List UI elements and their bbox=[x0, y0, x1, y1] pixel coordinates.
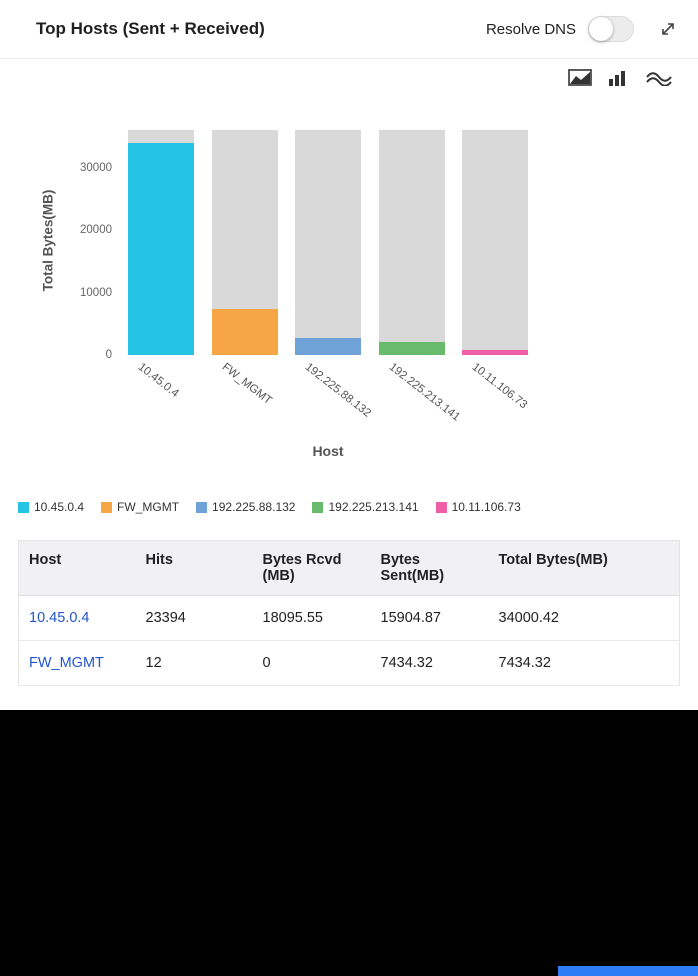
y-tick-label: 0 bbox=[105, 349, 112, 361]
value-cell: 15904.87 bbox=[370, 595, 489, 641]
y-axis-label: Total Bytes(MB) bbox=[40, 189, 56, 292]
bar-track-192.225.213.141 bbox=[378, 130, 445, 355]
card-header: Top Hosts (Sent + Received) Resolve DNS bbox=[0, 0, 698, 59]
value-cell: 0 bbox=[252, 640, 371, 686]
host-cell: FW_MGMT bbox=[18, 640, 136, 686]
legend-item-10.11.106.73[interactable]: 10.11.106.73 bbox=[435, 500, 521, 514]
legend-swatch bbox=[435, 501, 447, 513]
host-link[interactable]: 10.45.0.4 bbox=[29, 610, 90, 626]
bar-192.225.88.132[interactable] bbox=[295, 337, 361, 355]
legend-item-192.225.213.141[interactable]: 192.225.213.141 bbox=[312, 500, 419, 514]
legend-label: 10.11.106.73 bbox=[451, 500, 521, 514]
bar-track-FW_MGMT bbox=[211, 130, 278, 355]
x-axis-title: Host bbox=[312, 443, 344, 459]
table-row: 10.45.0.4 23394 18095.55 15904.87 34000.42 bbox=[18, 595, 680, 641]
bar-track-10.45.0.4 bbox=[128, 130, 194, 355]
legend-label: FW_MGMT bbox=[117, 500, 180, 514]
bar-FW_MGMT[interactable] bbox=[211, 308, 278, 355]
legend-label: 192.225.88.132 bbox=[212, 500, 296, 514]
x-tick-label: FW_MGMT bbox=[219, 361, 274, 408]
legend-item-10.45.0.4[interactable]: 10.45.0.4 bbox=[18, 500, 84, 514]
bar-track-192.225.88.132 bbox=[295, 130, 361, 355]
bar-10.11.106.73[interactable] bbox=[462, 350, 528, 355]
chart-legend: 10.45.0.4 FW_MGMT 192.225.88.132 192.225.21… bbox=[18, 500, 698, 514]
value-cell: 23394 bbox=[135, 595, 253, 641]
y-tick-label: 10000 bbox=[80, 286, 112, 299]
resolve-dns-label: Resolve DNS bbox=[485, 20, 576, 38]
column-header: Bytes Rcvd (MB) bbox=[252, 540, 371, 596]
bar-chart-icon[interactable] bbox=[608, 69, 630, 91]
table-body: 10.45.0.4 23394 18095.55 15904.87 34000.42 FW… bbox=[18, 595, 680, 686]
table-header-row: Host Hits Bytes Rcvd (MB) Bytes Sent(MB) Tot… bbox=[18, 540, 680, 596]
legend-swatch bbox=[196, 501, 208, 513]
value-cell: 18095.55 bbox=[252, 595, 371, 641]
legend-swatch bbox=[18, 501, 29, 513]
chart-type-toolbar bbox=[0, 59, 698, 95]
area-chart-icon[interactable] bbox=[568, 69, 592, 91]
host-cell: 10.45.0.4 bbox=[18, 595, 136, 641]
x-tick-label: 10.11.106.73 bbox=[469, 361, 530, 412]
table-row: FW_MGMT 12 0 7434.32 7434.32 bbox=[18, 640, 680, 686]
host-table: Host Hits Bytes Rcvd (MB) Bytes Sent(MB) Tot… bbox=[18, 540, 680, 686]
legend-item-FW_MGMT[interactable]: FW_MGMT bbox=[101, 500, 179, 514]
column-header: Total Bytes(MB) bbox=[488, 540, 680, 596]
plot-area bbox=[128, 130, 528, 355]
legend-label: 192.225.213.141 bbox=[328, 500, 419, 514]
black-region bbox=[0, 710, 698, 976]
column-header: Bytes Sent(MB) bbox=[370, 540, 489, 596]
y-tick-label: 20000 bbox=[80, 224, 112, 236]
host-link[interactable]: FW_MGMT bbox=[29, 655, 104, 671]
legend-label: 10.45.0.4 bbox=[34, 500, 85, 514]
toggle-knob bbox=[589, 17, 613, 41]
bar-10.45.0.4[interactable] bbox=[128, 142, 194, 355]
column-header: Hits bbox=[135, 540, 253, 596]
page-title: Top Hosts (Sent + Received) bbox=[36, 19, 265, 38]
legend-swatch bbox=[101, 501, 113, 513]
x-tick-label: 10.45.0.4 bbox=[135, 361, 181, 400]
y-tick-label: 30000 bbox=[80, 161, 112, 174]
value-cell: 7434.32 bbox=[370, 640, 489, 686]
column-header: Host bbox=[18, 540, 136, 596]
bar-chart: Total Bytes(MB) 0 10000 20000 30000 10.45.0… bbox=[0, 95, 698, 470]
x-tick-label: 192.225.213.141 bbox=[386, 361, 462, 424]
value-cell: 34000.42 bbox=[488, 595, 680, 641]
expand-icon[interactable] bbox=[660, 21, 676, 37]
bottom-blue-strip bbox=[558, 966, 698, 976]
stream-chart-icon[interactable] bbox=[646, 69, 672, 91]
value-cell: 7434.32 bbox=[488, 640, 680, 686]
y-axis-ticks: 0 10000 20000 30000 bbox=[58, 130, 120, 362]
bar-track-10.11.106.73 bbox=[462, 130, 528, 355]
bar-192.225.213.141[interactable] bbox=[378, 341, 445, 355]
legend-item-192.225.88.132[interactable]: 192.225.88.132 bbox=[196, 500, 295, 514]
x-tick-label: 192.225.88.132 bbox=[302, 361, 374, 420]
value-cell: 12 bbox=[135, 640, 253, 686]
legend-swatch bbox=[312, 501, 324, 513]
x-axis-labels: 10.45.0.4 FW_MGMT 192.225.88.132 192.225.21… bbox=[128, 361, 530, 446]
resolve-dns-toggle[interactable] bbox=[588, 16, 634, 42]
